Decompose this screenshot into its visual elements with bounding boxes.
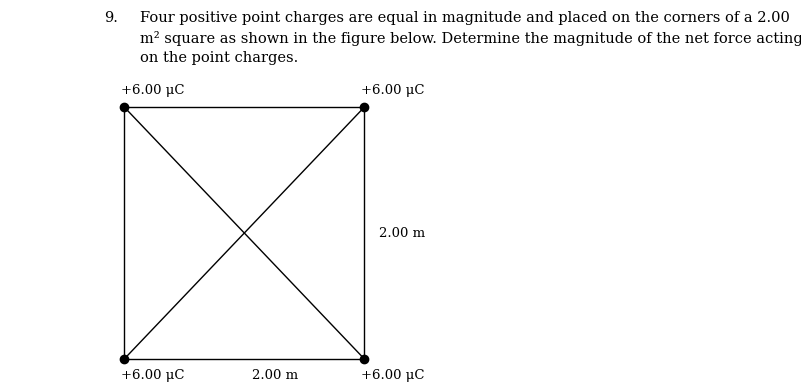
Text: 2.00 m: 2.00 m <box>379 227 425 240</box>
Text: +6.00 μC: +6.00 μC <box>121 369 184 382</box>
Text: +6.00 μC: +6.00 μC <box>121 84 184 97</box>
Text: +6.00 μC: +6.00 μC <box>361 369 425 382</box>
Text: Four positive point charges are equal in magnitude and placed on the corners of : Four positive point charges are equal in… <box>140 11 801 65</box>
Text: +6.00 μC: +6.00 μC <box>361 84 425 97</box>
Text: 9.: 9. <box>104 11 118 26</box>
Text: 2.00 m: 2.00 m <box>252 369 299 382</box>
